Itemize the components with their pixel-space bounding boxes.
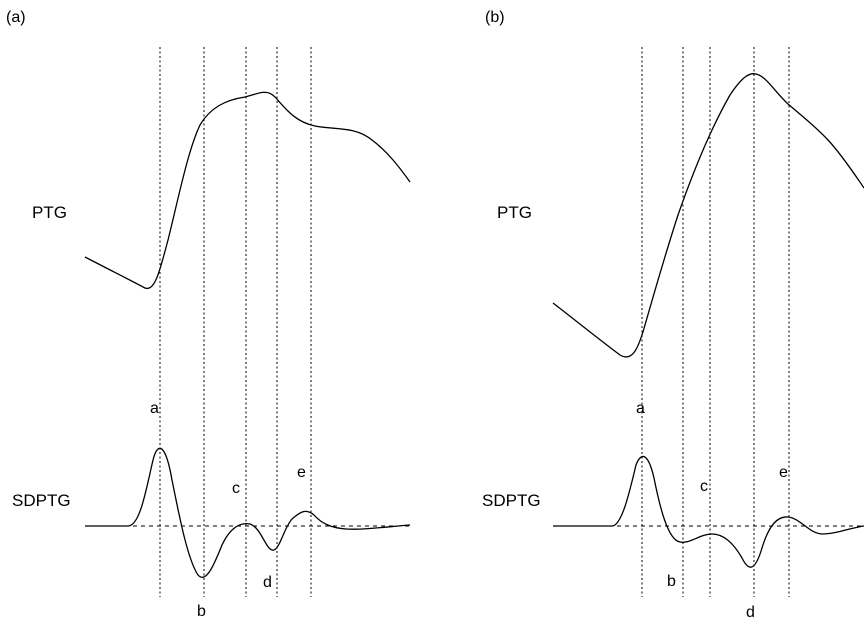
panel-b-point-d: d	[746, 604, 755, 620]
panel-b-point-e: e	[779, 464, 788, 481]
panel-b-point-c: c	[700, 478, 708, 495]
panel-a-point-d: d	[263, 574, 272, 591]
panel-a: (a) a b c d e PTG SDPTG	[6, 9, 411, 620]
panel-b-point-b: b	[667, 573, 676, 590]
panel-b: (b) a b c d e PTG SDPTG	[482, 9, 864, 620]
panel-a-label: (a)	[6, 9, 26, 26]
panel-a-point-e: e	[297, 464, 306, 481]
panel-a-point-c: c	[232, 480, 240, 497]
panel-a-sdptg-label: SDPTG	[12, 491, 71, 510]
panel-a-ptg-label: PTG	[32, 203, 67, 222]
panel-b-ptg-label: PTG	[497, 203, 532, 222]
panel-b-point-a: a	[636, 400, 645, 417]
panel-a-ptg-curve	[84, 91, 411, 290]
panel-b-sdptg-label: SDPTG	[482, 491, 541, 510]
panel-b-ptg-curve	[552, 73, 864, 358]
panel-b-label: (b)	[485, 9, 505, 26]
panel-b-sdptg-curve	[553, 455, 864, 568]
panel-a-point-a: a	[150, 400, 159, 417]
panel-a-sdptg-curve	[85, 447, 411, 578]
panel-a-point-b: b	[197, 603, 206, 620]
